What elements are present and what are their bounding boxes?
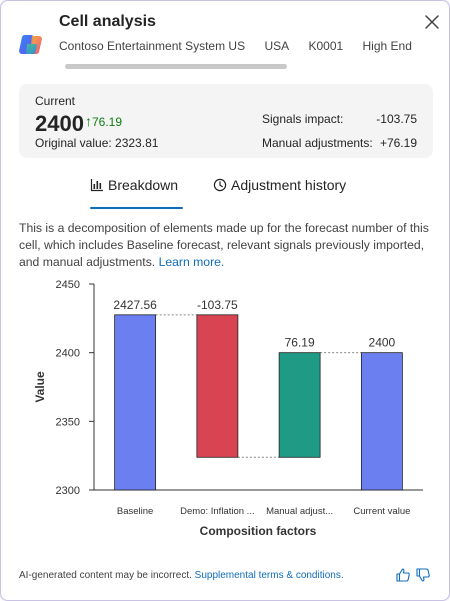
thumbs-up-icon (396, 568, 410, 582)
close-button[interactable] (421, 11, 443, 33)
chart-bar (360, 352, 403, 491)
tab-adjustment-history-label: Adjustment history (231, 177, 347, 193)
horizontal-scrollbar[interactable] (65, 64, 287, 69)
tab-adjustment-history[interactable]: Adjustment history (213, 177, 353, 211)
learn-more-link[interactable]: Learn more. (158, 255, 225, 269)
x-tick-label: Manual adjust... (266, 506, 333, 517)
y-axis-title: Value (33, 371, 47, 403)
y-tick-label: 2300 (56, 485, 80, 497)
bar-value-label: 2427.56 (113, 298, 157, 312)
breadcrumb-item: Contoso Entertainment System US (59, 39, 246, 53)
bar-chart-icon (90, 179, 103, 192)
x-tick-label: Baseline (117, 506, 153, 517)
y-tick-label: 2350 (56, 416, 80, 428)
tab-list: Breakdown Adjustment history (1, 169, 449, 211)
description-body: This is a decomposition of elements made… (19, 221, 429, 269)
history-icon (213, 178, 227, 192)
current-value: 2400 (35, 111, 84, 136)
thumbs-down-icon (416, 568, 430, 582)
arrow-up-icon: ↑ (85, 113, 92, 129)
signals-impact-value: -103.75 (376, 112, 417, 126)
y-tick-label: 2400 (56, 348, 80, 360)
chart-bar (114, 314, 157, 491)
copilot-logo-icon (19, 35, 42, 55)
current-delta-value: 76.19 (92, 115, 123, 129)
summary-panel: Current 2400 ↑76.19 Original value: 2323… (19, 84, 433, 158)
original-value: Original value: 2323.81 (35, 136, 159, 150)
manual-adjustments-value: +76.19 (379, 136, 417, 150)
thumbs-up-button[interactable] (395, 567, 411, 583)
breadcrumb-item: K0001 (308, 39, 344, 53)
disclaimer-text: AI-generated content may be incorrect. (19, 570, 192, 581)
close-icon (425, 15, 439, 29)
footer-disclaimer: AI-generated content may be incorrect. S… (19, 570, 344, 581)
chart-bar (196, 314, 239, 458)
waterfall-chart: Value Composition factors 2300 2350 2400 24… (33, 279, 423, 538)
current-label: Current (35, 94, 76, 108)
x-tick-label: Current value (353, 506, 410, 517)
x-tick-label: Demo: Inflation ... (180, 506, 254, 517)
signals-impact-label: Signals impact: (262, 112, 344, 126)
selected-tab-indicator (90, 207, 183, 209)
bar-value-label: -103.75 (197, 298, 238, 312)
y-tick-label: 2450 (56, 279, 80, 291)
terms-link[interactable]: Supplemental terms & conditions. (194, 570, 344, 581)
tab-breakdown[interactable]: Breakdown (90, 177, 183, 211)
manual-adjustments-label: Manual adjustments: (262, 136, 373, 150)
thumbs-down-button[interactable] (415, 567, 431, 583)
bar-value-label: 2400 (369, 336, 396, 350)
bar-value-label: 76.19 (285, 336, 315, 350)
breadcrumb: Contoso Entertainment System US USA K000… (59, 39, 415, 53)
tab-breakdown-label: Breakdown (108, 177, 179, 193)
x-axis-title: Composition factors (200, 524, 317, 538)
breadcrumb-item: USA (264, 39, 290, 53)
panel-title: Cell analysis (59, 13, 156, 30)
description-text: This is a decomposition of elements made… (19, 220, 433, 271)
chart-bar (278, 352, 321, 458)
breadcrumb-item: High End C (362, 39, 415, 53)
current-delta: ↑76.19 (85, 113, 122, 129)
